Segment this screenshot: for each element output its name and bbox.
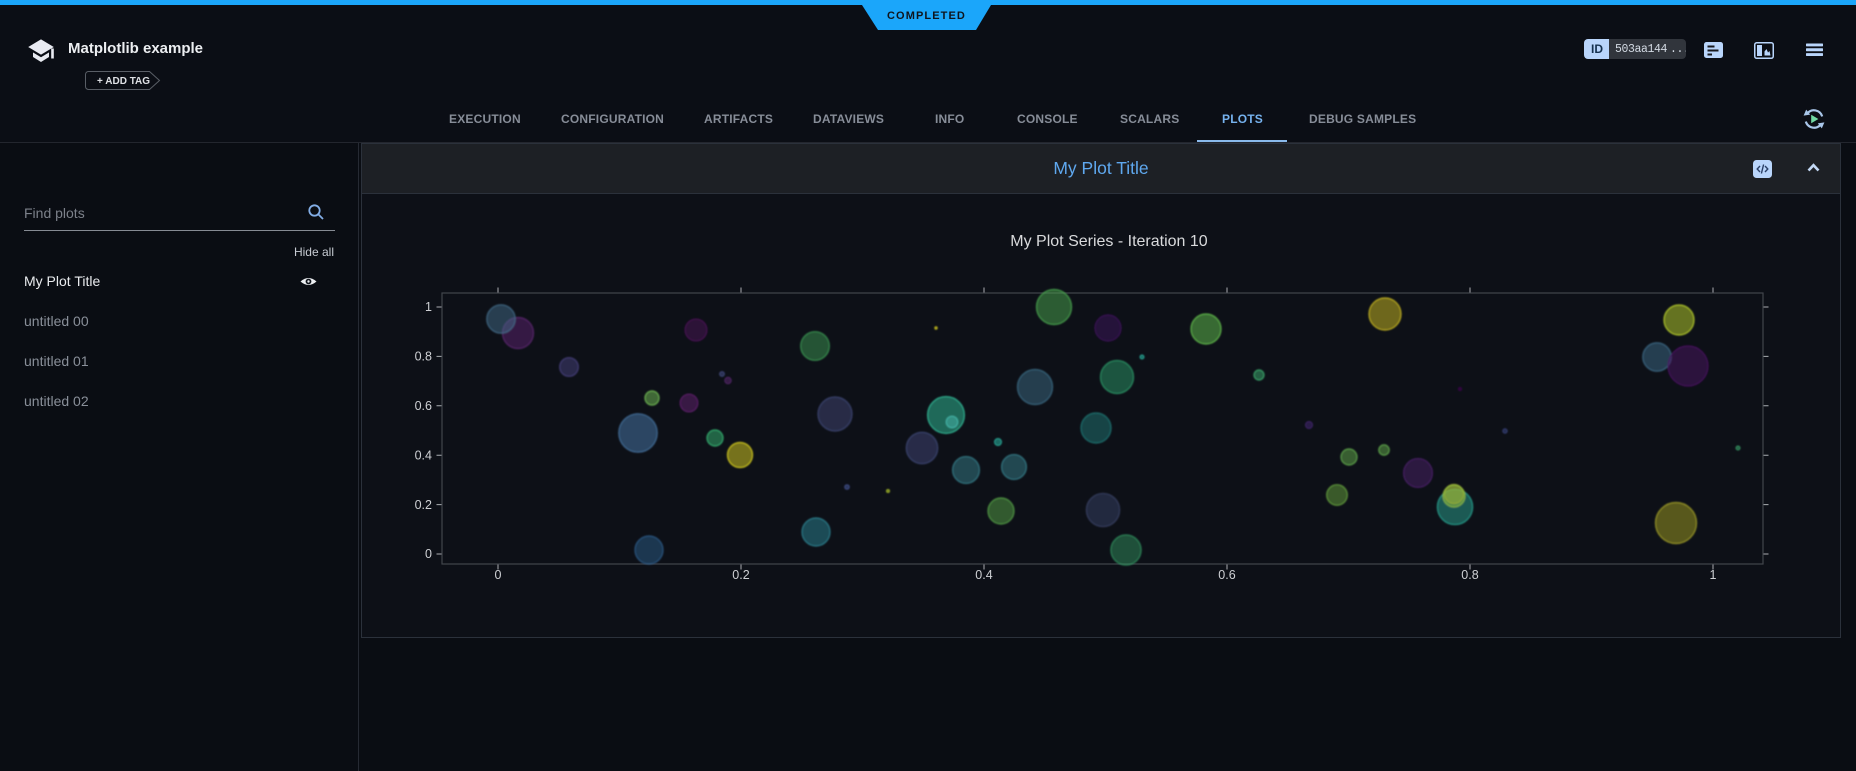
svg-text:0.6: 0.6 — [1218, 568, 1235, 582]
svg-text:0.6: 0.6 — [415, 399, 432, 413]
svg-text:0.4: 0.4 — [975, 568, 992, 582]
svg-text:0: 0 — [425, 547, 432, 561]
svg-text:+ ADD TAG: + ADD TAG — [97, 76, 150, 87]
svg-text:1: 1 — [1710, 568, 1717, 582]
svg-text:0.4: 0.4 — [415, 448, 432, 462]
svg-text:My Plot Series - Iteration 10: My Plot Series - Iteration 10 — [1010, 233, 1208, 250]
svg-text:0: 0 — [495, 568, 502, 582]
svg-text:0.8: 0.8 — [1461, 568, 1478, 582]
svg-text:0.2: 0.2 — [415, 498, 432, 512]
svg-text:0.8: 0.8 — [415, 350, 432, 364]
svg-text:1: 1 — [425, 300, 432, 314]
svg-text:0.2: 0.2 — [732, 568, 749, 582]
